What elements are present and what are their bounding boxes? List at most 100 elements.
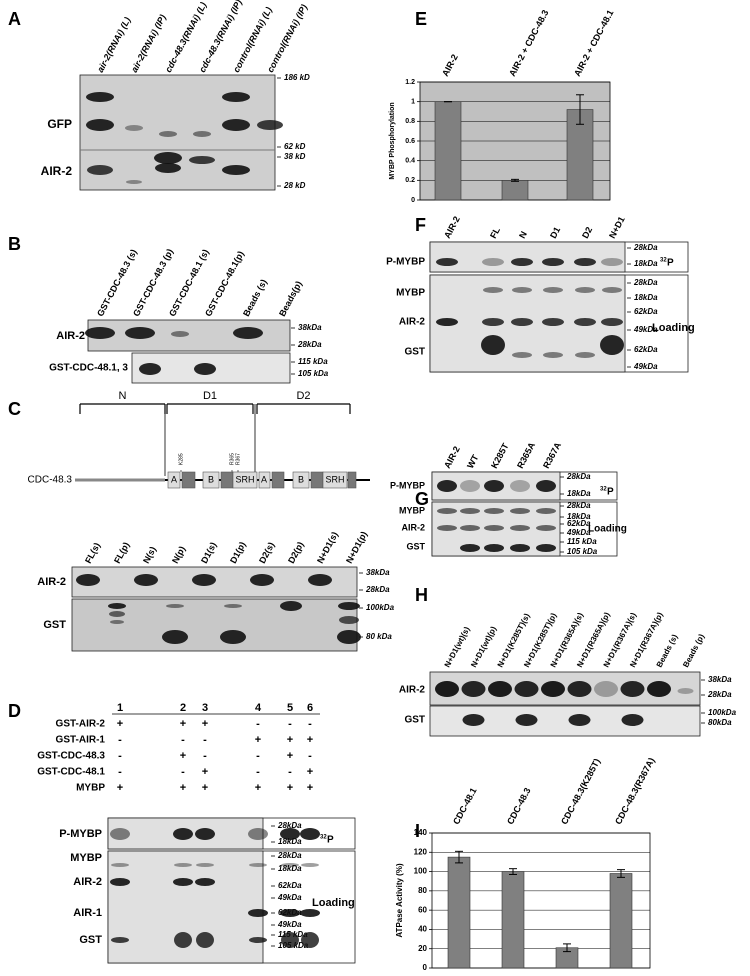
motif-label: SRH	[235, 474, 254, 484]
domain-label: D2	[296, 390, 310, 402]
lane-label: air-2(RNAi) (IP)	[129, 13, 168, 74]
band	[189, 156, 215, 164]
band	[484, 480, 504, 492]
condition-label: MYBP	[76, 783, 105, 794]
condition-mark: +	[202, 766, 208, 778]
category-label: CDC-48.3	[505, 786, 533, 826]
lane-label: N	[517, 230, 529, 240]
size-marker: 49kDa	[277, 893, 302, 902]
band	[162, 630, 188, 644]
bar	[447, 856, 471, 969]
lane-label: R365A	[515, 440, 537, 470]
size-marker: 105 kDa	[298, 369, 329, 378]
row-label: P-MYBP	[390, 480, 425, 490]
y-tick-label: 40	[418, 925, 427, 934]
category-label: CDC-48.3(R367A)	[613, 756, 657, 826]
size-marker: 28kDa	[297, 340, 322, 349]
band	[108, 603, 126, 609]
band	[536, 480, 556, 492]
lane-label: D2	[580, 225, 594, 240]
panel-letter: E	[415, 9, 427, 29]
motif-label: A	[171, 474, 177, 484]
band	[460, 525, 480, 531]
band	[621, 714, 644, 726]
condition-mark: -	[308, 750, 312, 762]
category-label: AIR-2 + CDC-48.1	[572, 8, 615, 78]
lane-label: WT	[465, 453, 481, 470]
condition-label: GST-CDC-48.1	[37, 767, 105, 778]
motif-box	[271, 471, 285, 489]
category-label: AIR-2	[440, 53, 460, 78]
condition-mark: -	[203, 750, 207, 762]
row-label: AIR-2	[399, 685, 426, 696]
motif-box	[347, 471, 357, 489]
band	[620, 681, 645, 697]
construct-name: CDC-48.3	[28, 475, 73, 486]
band	[543, 287, 563, 293]
band	[568, 714, 591, 726]
loading-label: Loading	[652, 322, 695, 334]
band	[435, 681, 459, 697]
lane-label: D1(s)	[199, 540, 218, 565]
row-label: AIR-2	[37, 576, 66, 588]
condition-label: GST-CDC-48.3	[37, 751, 105, 762]
size-marker: 49kDa	[633, 325, 658, 334]
y-tick-label: 100	[414, 867, 428, 876]
row-label: GST-CDC-48.1, 3	[49, 363, 128, 374]
band	[511, 258, 533, 266]
panel-letter: G	[415, 489, 429, 509]
band	[437, 525, 457, 531]
row-label: AIR-2	[73, 876, 102, 888]
row-label: P-MYBP	[59, 828, 102, 840]
condition-mark: -	[118, 750, 122, 762]
condition-mark: -	[203, 734, 207, 746]
band	[460, 544, 480, 552]
y-tick-label: 20	[418, 944, 427, 953]
condition-mark: -	[256, 766, 260, 778]
size-marker: 28kDa	[707, 690, 732, 699]
band	[301, 863, 319, 867]
size-marker: 38kDa	[298, 323, 322, 332]
band	[139, 363, 161, 375]
size-marker: 62kDa	[634, 307, 658, 316]
band	[248, 909, 268, 917]
row-label: AIR-2	[41, 164, 73, 178]
band	[301, 932, 319, 948]
band	[248, 828, 268, 840]
band	[222, 92, 250, 102]
band	[602, 287, 622, 293]
condition-mark: +	[307, 782, 313, 794]
y-tick-label: 1	[411, 99, 415, 106]
condition-mark: +	[202, 718, 208, 730]
band	[166, 604, 184, 608]
band	[510, 480, 530, 492]
condition-mark: -	[288, 766, 292, 778]
y-tick-label: 0.2	[405, 177, 415, 184]
band	[600, 335, 624, 355]
panel-letter: D	[8, 701, 21, 721]
band	[220, 630, 246, 644]
band	[249, 937, 267, 943]
lane-label: D1(p)	[228, 540, 248, 565]
condition-label: GST-AIR-2	[56, 719, 106, 730]
y-tick-label: 60	[418, 905, 427, 914]
size-marker: 28kDa	[566, 501, 591, 510]
band	[536, 525, 556, 531]
band	[483, 287, 503, 293]
band	[126, 180, 142, 184]
condition-mark: +	[180, 782, 186, 794]
size-marker: 38 kD	[284, 152, 306, 161]
row-label: AIR-1	[73, 907, 102, 919]
size-marker: 28kDa	[277, 851, 302, 860]
lane-number: 4	[255, 702, 262, 714]
size-marker: 28kDa	[633, 243, 658, 252]
condition-mark: -	[181, 734, 185, 746]
lane-label: N+D1(s)	[315, 530, 340, 565]
domain-label: N	[119, 390, 127, 402]
band	[300, 828, 320, 840]
lane-number: 3	[202, 702, 208, 714]
motif-box	[220, 471, 234, 489]
isotope-element: P	[327, 835, 334, 846]
band	[173, 878, 193, 886]
